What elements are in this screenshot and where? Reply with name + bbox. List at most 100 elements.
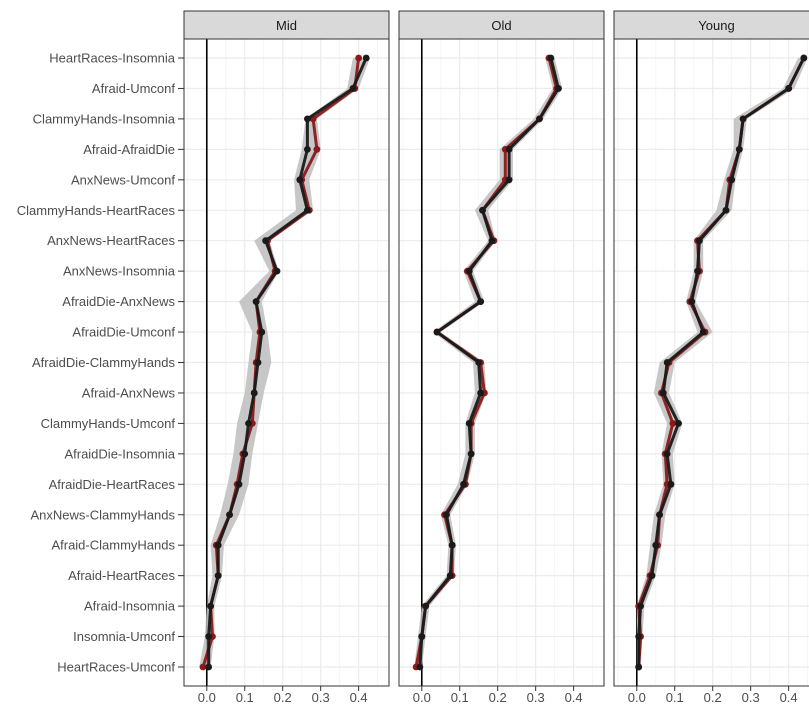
black-series-point (800, 54, 808, 62)
black-series-point (722, 206, 730, 214)
black-series-point (349, 85, 357, 92)
black-series-point (296, 176, 304, 184)
black-series-point (728, 176, 736, 184)
y-tick-label: Afraid-AnxNews (82, 385, 176, 400)
x-tick-label: 0.4 (565, 690, 583, 705)
y-tick-label: AfraidDie-Umconf (72, 325, 175, 340)
y-tick-label: HeartRaces-Umconf (57, 660, 175, 675)
y-tick-label: AnxNews-HeartRaces (47, 233, 175, 248)
black-series-point (555, 85, 562, 92)
red-series-point (355, 54, 363, 62)
y-tick-label: Afraid-HeartRaces (68, 568, 175, 583)
black-series-point (505, 176, 513, 184)
black-series-point (448, 541, 456, 549)
black-series-point (362, 54, 370, 62)
panel-border (398, 38, 605, 687)
black-series-point (443, 511, 450, 519)
black-series-point (477, 298, 485, 305)
x-tick-label: 0.0 (413, 690, 431, 705)
black-series-point (303, 115, 311, 123)
panel-border (613, 38, 809, 687)
confidence-band (414, 58, 563, 667)
y-tick-label: Afraid-Umconf (92, 81, 175, 96)
x-tick-label: 0.2 (704, 690, 722, 705)
black-series-point (479, 206, 486, 214)
black-series-point (467, 450, 475, 458)
x-tick-label: 0.0 (628, 690, 646, 705)
y-tick-label: HeartRaces-Insomnia (49, 51, 175, 66)
black-series-point (245, 420, 252, 427)
black-series-point (214, 572, 222, 580)
black-series-point (235, 480, 243, 488)
black-series-point (652, 541, 660, 549)
facet-strip (183, 10, 390, 40)
x-tick-label: 0.4 (350, 690, 368, 705)
black-series-point (696, 237, 703, 245)
black-series-point (699, 328, 707, 336)
x-tick-label: 0.2 (489, 690, 507, 705)
red-series-point (199, 663, 207, 671)
facet-panel-young: Young 0.0 0.1 0.2 0.3 0.4 (613, 10, 809, 705)
facet-label: Old (491, 18, 511, 33)
black-series-point (465, 267, 473, 275)
black-series-point (205, 633, 213, 640)
black-series-point (505, 145, 513, 153)
facet-panel-mid: Mid 0.0 0.1 0.2 0.3 0.4 (183, 10, 390, 705)
x-tick-label: 0.2 (274, 690, 292, 705)
black-series-point (694, 267, 701, 275)
black-series-point (303, 145, 311, 153)
x-tick-label: 0.3 (527, 690, 545, 705)
black-series-point (635, 633, 643, 640)
facet-panel-old: Old 0.0 0.1 0.2 0.3 0.4 (398, 10, 605, 705)
y-tick-label: ClammyHands-HeartRaces (17, 203, 176, 218)
black-series-point (273, 267, 281, 275)
x-tick-label: 0.1 (236, 690, 254, 705)
black-series-point (536, 115, 543, 123)
black-series-point (460, 480, 467, 488)
black-series-point (477, 389, 485, 397)
black-series-point (422, 602, 429, 610)
x-tick-label: 0.1 (666, 690, 684, 705)
black-series-point (258, 328, 266, 336)
facet-label: Young (698, 18, 734, 33)
black-series-point (659, 389, 667, 397)
black-series-point (241, 450, 249, 458)
black-series-point (785, 85, 793, 92)
black-series-point (648, 572, 656, 580)
black-series-point (475, 359, 483, 366)
black-series-point (547, 54, 555, 62)
black-series-point (637, 602, 644, 610)
black-series-point (739, 115, 747, 123)
red-series-point (669, 420, 677, 427)
x-tick-label: 0.3 (742, 690, 760, 705)
black-series-point (205, 663, 213, 671)
black-series-point (262, 237, 270, 245)
y-tick-label: AnxNews-Insomnia (63, 264, 176, 279)
y-tick-label: Afraid-ClammyHands (51, 538, 175, 553)
facet-strip (398, 10, 605, 40)
y-tick-label: Insomnia-Umconf (73, 629, 175, 644)
black-series-point (303, 206, 311, 214)
black-series-point (688, 298, 696, 305)
black-series-point (254, 359, 262, 366)
y-tick-label: Afraid-Insomnia (84, 599, 176, 614)
black-series-point (252, 298, 260, 305)
black-series-point (663, 450, 671, 458)
panel-border (183, 38, 390, 687)
black-series-point (446, 572, 454, 580)
black-series-point (465, 420, 473, 427)
black-series-point (635, 663, 643, 671)
y-tick-label: Afraid-AfraidDie (83, 142, 175, 157)
y-tick-label: AnxNews-ClammyHands (31, 507, 176, 522)
y-tick-label: AnxNews-Umconf (71, 172, 175, 187)
black-series-point (675, 420, 682, 427)
facet-strip (613, 10, 809, 40)
black-series-point (663, 359, 671, 366)
black-series-point (488, 237, 496, 245)
y-tick-label: AfraidDie-Insomnia (64, 446, 175, 461)
y-tick-label: ClammyHands-Umconf (41, 416, 176, 431)
y-tick-label: AfraidDie-HeartRaces (49, 477, 176, 492)
y-tick-label: ClammyHands-Insomnia (33, 111, 176, 126)
